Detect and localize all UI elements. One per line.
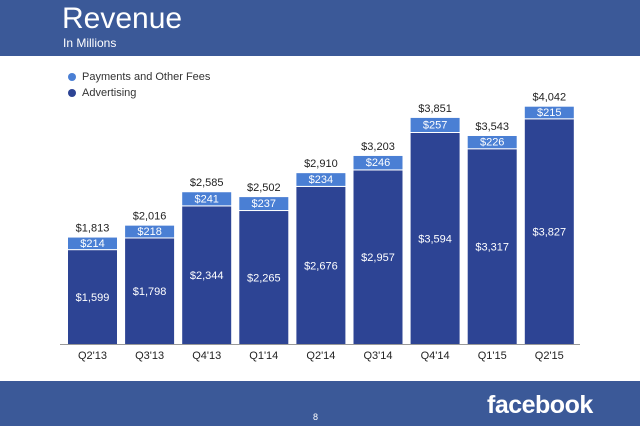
x-tick-label: Q1'15	[478, 350, 507, 362]
data-label-advertising: $3,827	[532, 227, 566, 239]
data-label-payments: $246	[366, 157, 390, 169]
bar-separator	[125, 237, 175, 239]
data-label-total: $4,042	[532, 92, 566, 104]
x-tick-label: Q2'13	[78, 350, 107, 362]
data-label-payments: $214	[80, 238, 104, 250]
bar-separator	[467, 148, 517, 150]
bar-payments	[353, 155, 403, 170]
bar-separator	[68, 249, 117, 251]
x-tick-label: Q2'15	[535, 350, 564, 362]
x-tick-label: Q3'14	[363, 350, 392, 362]
bar-payments	[125, 225, 175, 238]
data-label-total: $2,910	[304, 158, 338, 170]
legend-item-payments: Payments and Other Fees	[68, 70, 210, 84]
x-tick-label: Q4'14	[421, 350, 450, 362]
bar-advertising	[68, 250, 117, 344]
data-label-advertising: $2,265	[247, 273, 281, 285]
legend-swatch-payments	[68, 73, 76, 81]
data-label-payments: $215	[537, 107, 561, 119]
footer-bar	[0, 381, 640, 426]
page-number: 8	[313, 412, 319, 422]
bar-payments	[239, 197, 289, 211]
bar-advertising	[296, 186, 346, 344]
bar-advertising	[125, 238, 175, 344]
page-title: Revenue	[62, 2, 183, 35]
bar-advertising	[239, 211, 289, 344]
data-label-total: $3,851	[418, 103, 452, 115]
legend-swatch-advertising	[68, 89, 76, 97]
data-label-payments: $226	[480, 137, 504, 149]
data-label-total: $2,502	[247, 182, 281, 194]
bar-payments	[296, 173, 346, 186]
bar-separator	[239, 210, 289, 212]
bar-separator	[524, 118, 574, 120]
bar-payments	[182, 192, 232, 206]
data-label-total: $3,543	[475, 121, 509, 133]
x-tick-label: Q1'14	[249, 350, 278, 362]
data-label-payments: $237	[252, 198, 276, 210]
data-label-total: $2,016	[133, 211, 167, 223]
data-label-total: $2,585	[190, 177, 224, 189]
data-label-payments: $241	[194, 193, 218, 205]
bar-advertising	[467, 149, 517, 344]
bar-advertising	[353, 170, 403, 344]
page-subtitle: In Millions	[63, 36, 117, 50]
header-bar	[0, 0, 640, 56]
bar-payments	[524, 106, 574, 119]
data-label-advertising: $3,317	[475, 242, 509, 254]
bar-payments	[410, 117, 460, 132]
data-label-advertising: $1,798	[133, 286, 167, 298]
data-label-payments: $234	[309, 174, 333, 186]
bar-payments	[467, 135, 517, 149]
bar-separator	[182, 205, 232, 207]
bar-advertising	[524, 119, 574, 344]
data-label-advertising: $2,344	[190, 270, 224, 282]
x-tick-label: Q4'13	[192, 350, 221, 362]
data-label-advertising: $2,676	[304, 260, 338, 272]
data-label-advertising: $3,594	[418, 234, 452, 246]
facebook-logo: facebook	[487, 391, 593, 419]
data-label-payments: $257	[423, 119, 447, 131]
bar-separator	[296, 185, 346, 187]
bar-advertising	[182, 206, 232, 344]
bar-separator	[353, 169, 403, 171]
bar-advertising	[410, 133, 460, 344]
legend-label-advertising: Advertising	[82, 87, 137, 99]
x-tick-label: Q3'13	[135, 350, 164, 362]
data-label-total: $1,813	[76, 223, 110, 235]
legend-item-advertising: Advertising	[68, 86, 136, 100]
data-label-payments: $218	[137, 226, 161, 238]
bar-payments	[68, 237, 117, 250]
data-label-advertising: $1,599	[76, 292, 110, 304]
x-tick-label: Q2'14	[306, 350, 335, 362]
legend-label-payments: Payments and Other Fees	[82, 71, 211, 83]
data-label-total: $3,203	[361, 141, 395, 153]
bar-separator	[410, 132, 460, 133]
data-label-advertising: $2,957	[361, 252, 395, 264]
revenue-chart: $1,599 $214 $1,813 Q2'13 $1,798 $218 $2,016 Q3'…	[60, 92, 580, 362]
